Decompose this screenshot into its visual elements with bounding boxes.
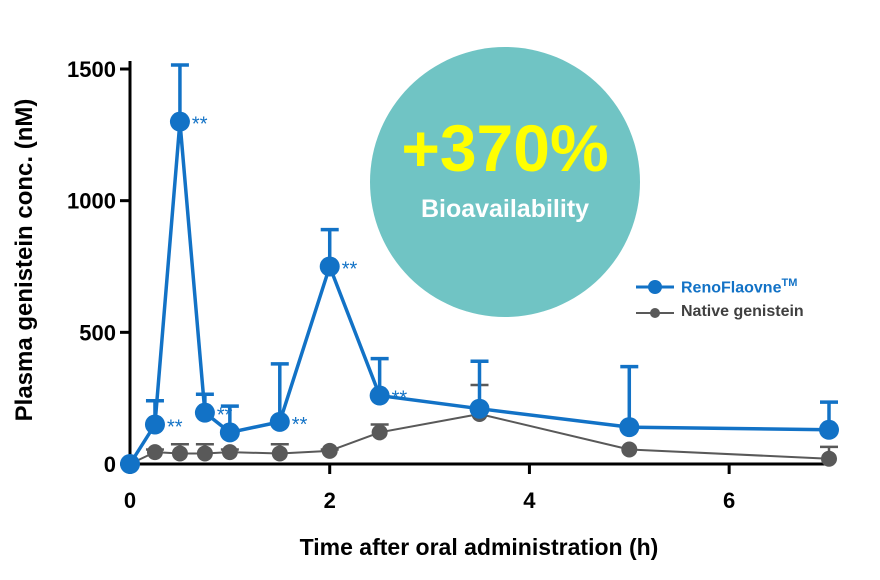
x-tick-label: 2	[324, 488, 336, 513]
badge-label: Bioavailability	[420, 195, 590, 223]
native-point	[371, 424, 388, 441]
reno-significance-label: **	[217, 405, 233, 427]
axes: 0 500 1000 1500 0 2 4 6	[67, 57, 831, 513]
native-point	[146, 444, 163, 461]
legend-label-native-genistein: Native genistein	[681, 303, 804, 320]
reno-point	[144, 414, 165, 435]
reno-point	[120, 454, 140, 474]
y-tick-label: 500	[79, 320, 116, 345]
bioavailability-badge: +370% Bioavailability	[370, 47, 640, 317]
legend-marker-renoflaovne	[636, 280, 674, 294]
native-point	[221, 444, 238, 461]
reno-point	[619, 417, 640, 438]
y-tick-label: 0	[104, 452, 116, 477]
reno-significance-label: **	[392, 388, 408, 410]
reno-point	[269, 411, 290, 432]
reno-point	[194, 402, 215, 423]
reno-point	[169, 111, 190, 132]
native-point	[821, 450, 837, 467]
legend-item-native-genistein: Native genistein	[634, 300, 874, 326]
reno-significance-label: **	[167, 417, 183, 439]
x-tick-label: 0	[124, 488, 136, 513]
y-tick-label: 1000	[67, 189, 116, 214]
reno-point	[819, 419, 839, 440]
badge-value: +370%	[401, 111, 609, 185]
legend: RenoFlaovneTM Native genistein	[634, 274, 874, 326]
series-renoflaovne: ** ** ** ** ** **	[120, 63, 839, 474]
native-point	[171, 445, 188, 462]
reno-significance-label: **	[342, 259, 358, 281]
legend-item-renoflaovne: RenoFlaovneTM	[634, 274, 874, 300]
reno-point	[219, 422, 240, 443]
y-tick-label: 1500	[67, 57, 116, 82]
native-point	[196, 445, 213, 462]
reno-significance-label: **	[192, 114, 208, 136]
reno-significance-label: **	[292, 414, 308, 436]
legend-label-renoflaovne: RenoFlaovneTM	[681, 277, 798, 297]
y-axis-label: Plasma genistein conc. (nM)	[11, 99, 38, 422]
reno-point	[319, 256, 340, 277]
native-point	[621, 441, 638, 458]
reno-point	[469, 398, 490, 419]
x-axis-label: Time after oral administration (h)	[300, 534, 659, 560]
native-point	[321, 442, 338, 459]
reno-point	[369, 385, 390, 406]
x-tick-label: 6	[723, 488, 735, 513]
legend-marker-native-genistein	[636, 308, 674, 318]
x-tick-label: 4	[523, 488, 536, 513]
native-point	[271, 445, 288, 462]
